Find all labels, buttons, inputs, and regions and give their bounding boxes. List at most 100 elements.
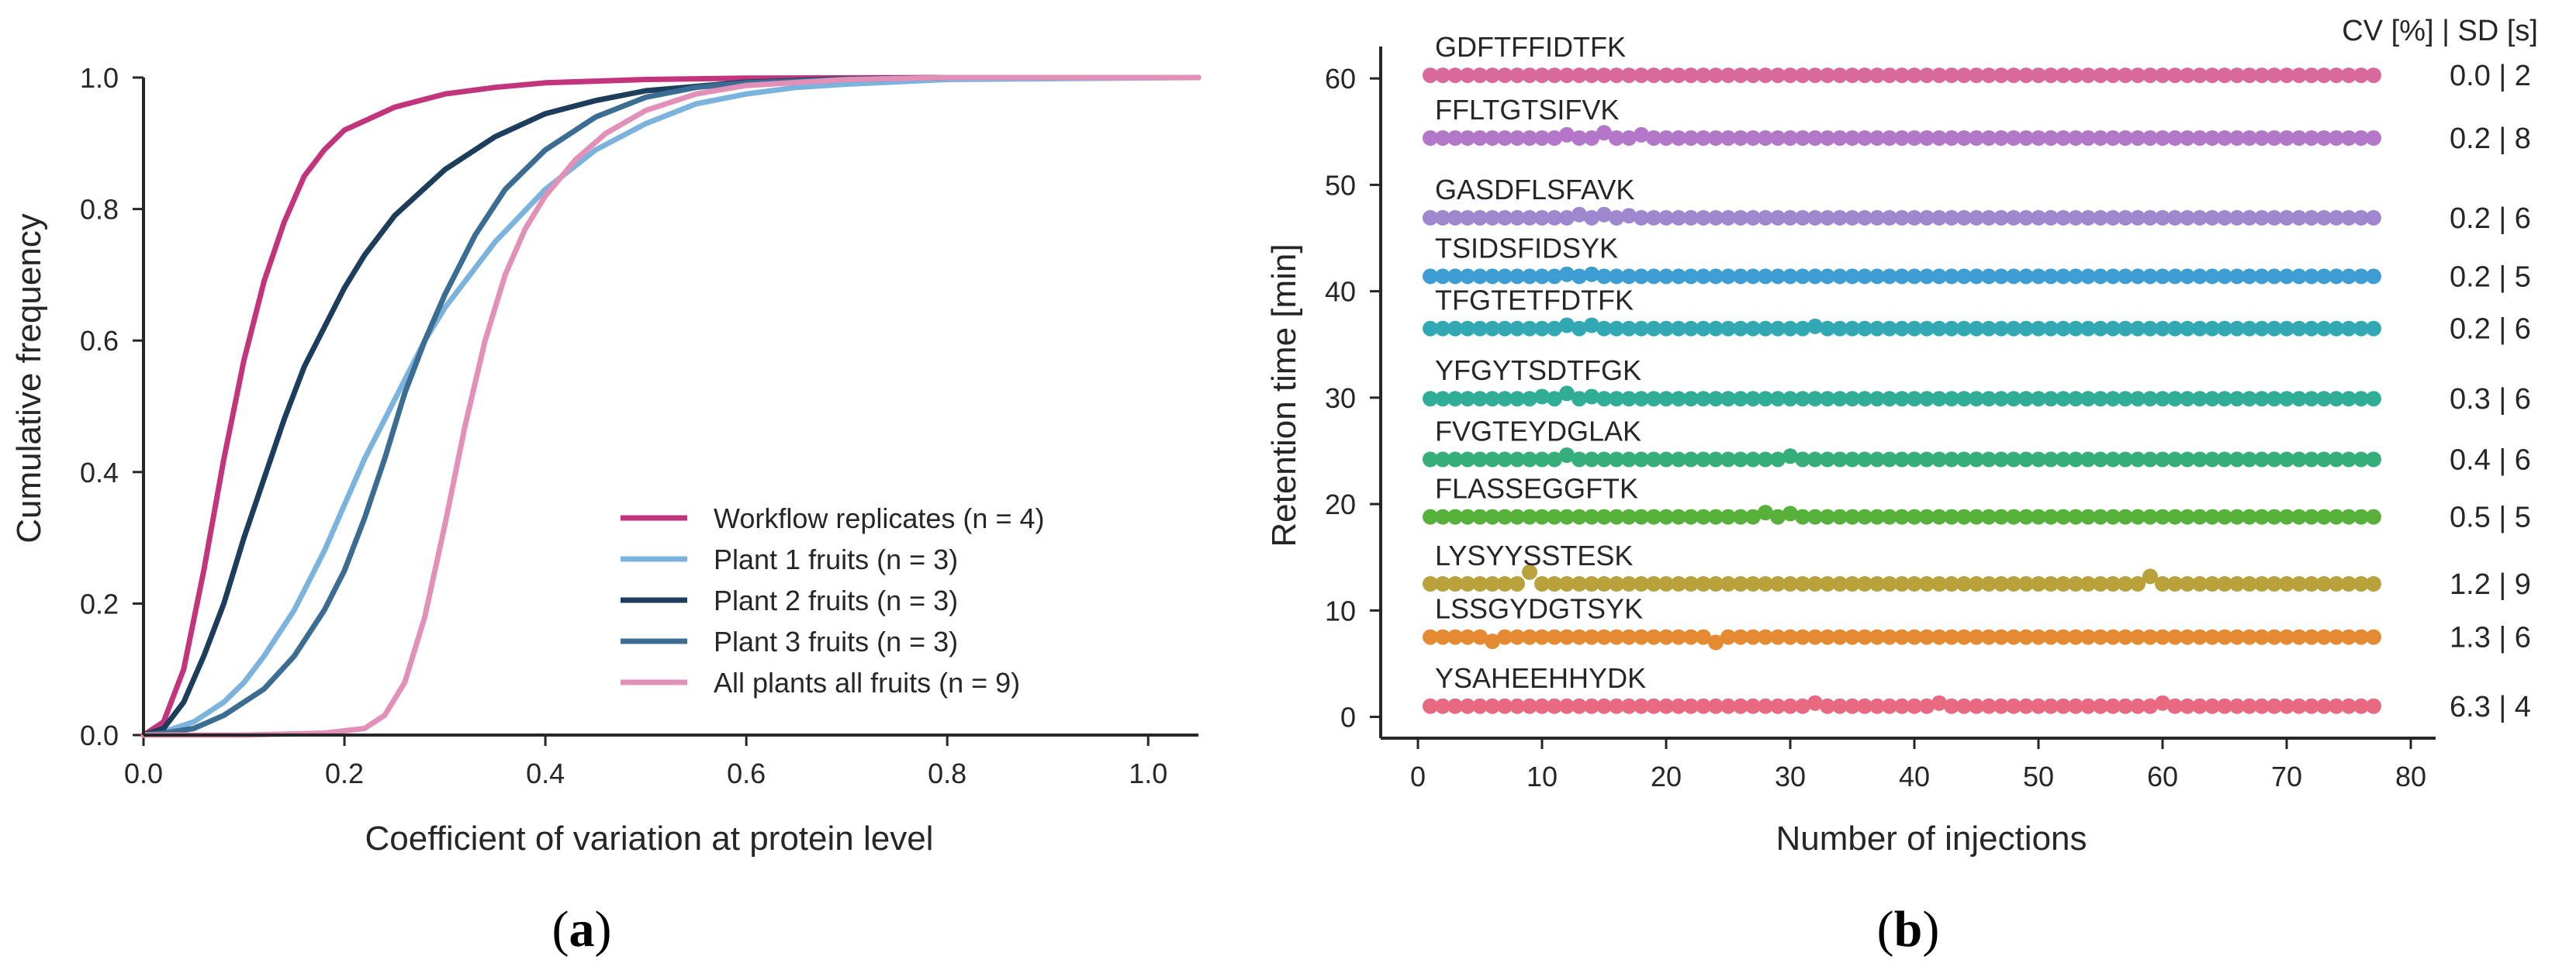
data-point xyxy=(1758,451,1773,468)
data-point xyxy=(1671,320,1686,337)
data-point xyxy=(1820,209,1835,226)
data-point xyxy=(2018,268,2034,285)
data-point xyxy=(1993,268,2009,285)
data-point xyxy=(2341,130,2356,146)
data-point xyxy=(2006,509,2021,525)
cumulative-cv-chart: 0.0 0.2 0.4 0.6 0.8 1.0 0.0 0.2 0.4 0.6 0.8 1.0 Co… xyxy=(10,62,1202,958)
data-point xyxy=(2329,509,2344,525)
data-point xyxy=(2006,629,2021,645)
data-point xyxy=(1993,576,2009,592)
data-point xyxy=(2142,698,2158,714)
data-point xyxy=(2056,320,2071,337)
data-point xyxy=(1596,576,1612,592)
data-point xyxy=(1609,509,1624,525)
data-point xyxy=(1572,130,1587,146)
data-point xyxy=(1969,509,1984,525)
x-tick-label: 0.4 xyxy=(526,758,565,789)
x-tick-label: 0.2 xyxy=(325,758,364,789)
data-point xyxy=(2118,391,2133,407)
data-point xyxy=(2353,209,2369,226)
data-point xyxy=(1559,67,1575,84)
data-point xyxy=(1559,509,1575,525)
data-point xyxy=(1894,320,1910,337)
data-point xyxy=(1969,130,1984,146)
data-point xyxy=(2242,629,2257,645)
y-tick-label: 40 xyxy=(1325,276,1356,308)
data-point xyxy=(1572,698,1587,714)
data-point xyxy=(1435,509,1451,525)
data-point xyxy=(1745,320,1761,337)
data-point xyxy=(2167,320,2183,337)
data-point xyxy=(1472,509,1488,525)
data-point xyxy=(1845,509,1860,525)
data-point xyxy=(1634,268,1649,285)
data-point xyxy=(1931,576,1947,592)
data-point xyxy=(1658,67,1674,84)
data-point xyxy=(1547,509,1562,525)
data-point xyxy=(1807,509,1823,525)
x-tick-label: 0.8 xyxy=(928,758,966,789)
data-point xyxy=(2130,576,2146,592)
data-point xyxy=(1944,629,1959,645)
data-point xyxy=(1485,633,1500,650)
x-tick-label: 60 xyxy=(2147,761,2178,792)
data-point xyxy=(2279,268,2294,285)
data-point xyxy=(1423,451,1438,468)
data-point xyxy=(2068,67,2083,84)
data-point xyxy=(2056,629,2071,645)
data-point xyxy=(1534,320,1550,337)
data-point xyxy=(2291,268,2307,285)
data-point xyxy=(1981,576,1997,592)
data-point xyxy=(1596,320,1612,337)
data-point xyxy=(1944,509,1959,525)
data-point xyxy=(1907,451,1922,468)
data-point xyxy=(1584,451,1599,468)
data-point xyxy=(1770,629,1786,645)
data-point xyxy=(1423,130,1438,146)
panel-label-b: (b) xyxy=(1877,901,1940,958)
data-point xyxy=(2056,509,2071,525)
data-point xyxy=(1435,209,1451,226)
data-point xyxy=(1894,130,1910,146)
data-point xyxy=(1919,451,1935,468)
data-point xyxy=(2018,67,2034,84)
data-point xyxy=(1907,391,1922,407)
data-point xyxy=(1485,451,1500,468)
data-point xyxy=(2204,698,2220,714)
data-point xyxy=(2316,451,2332,468)
data-point xyxy=(2006,130,2021,146)
data-point xyxy=(1435,698,1451,714)
data-point xyxy=(1696,268,1711,285)
data-point xyxy=(2229,629,2245,645)
data-point xyxy=(1907,209,1922,226)
data-point xyxy=(1671,67,1686,84)
legend-label-1: Workflow replicates (n = 4) xyxy=(714,502,1044,534)
data-point xyxy=(2229,67,2245,84)
data-point xyxy=(2353,509,2369,525)
data-point xyxy=(2279,67,2294,84)
data-point xyxy=(1857,509,1872,525)
data-point xyxy=(1671,576,1686,592)
data-point xyxy=(1435,629,1451,645)
data-point xyxy=(2080,576,2096,592)
data-point xyxy=(1807,695,1823,711)
data-point xyxy=(1646,576,1661,592)
data-point xyxy=(2242,509,2257,525)
data-point xyxy=(1894,451,1910,468)
data-point xyxy=(1559,447,1575,463)
data-point xyxy=(2093,629,2108,645)
data-point xyxy=(1435,67,1451,84)
data-point xyxy=(2043,320,2059,337)
data-point xyxy=(1745,209,1761,226)
data-point xyxy=(1584,67,1599,84)
data-point xyxy=(2018,629,2034,645)
data-point xyxy=(1696,629,1711,645)
data-point xyxy=(1609,209,1624,226)
data-point xyxy=(1596,509,1612,525)
data-point xyxy=(1534,509,1550,525)
data-point xyxy=(1472,576,1488,592)
data-point xyxy=(2204,130,2220,146)
data-point xyxy=(2118,698,2133,714)
data-point xyxy=(2093,451,2108,468)
data-point xyxy=(2043,629,2059,645)
